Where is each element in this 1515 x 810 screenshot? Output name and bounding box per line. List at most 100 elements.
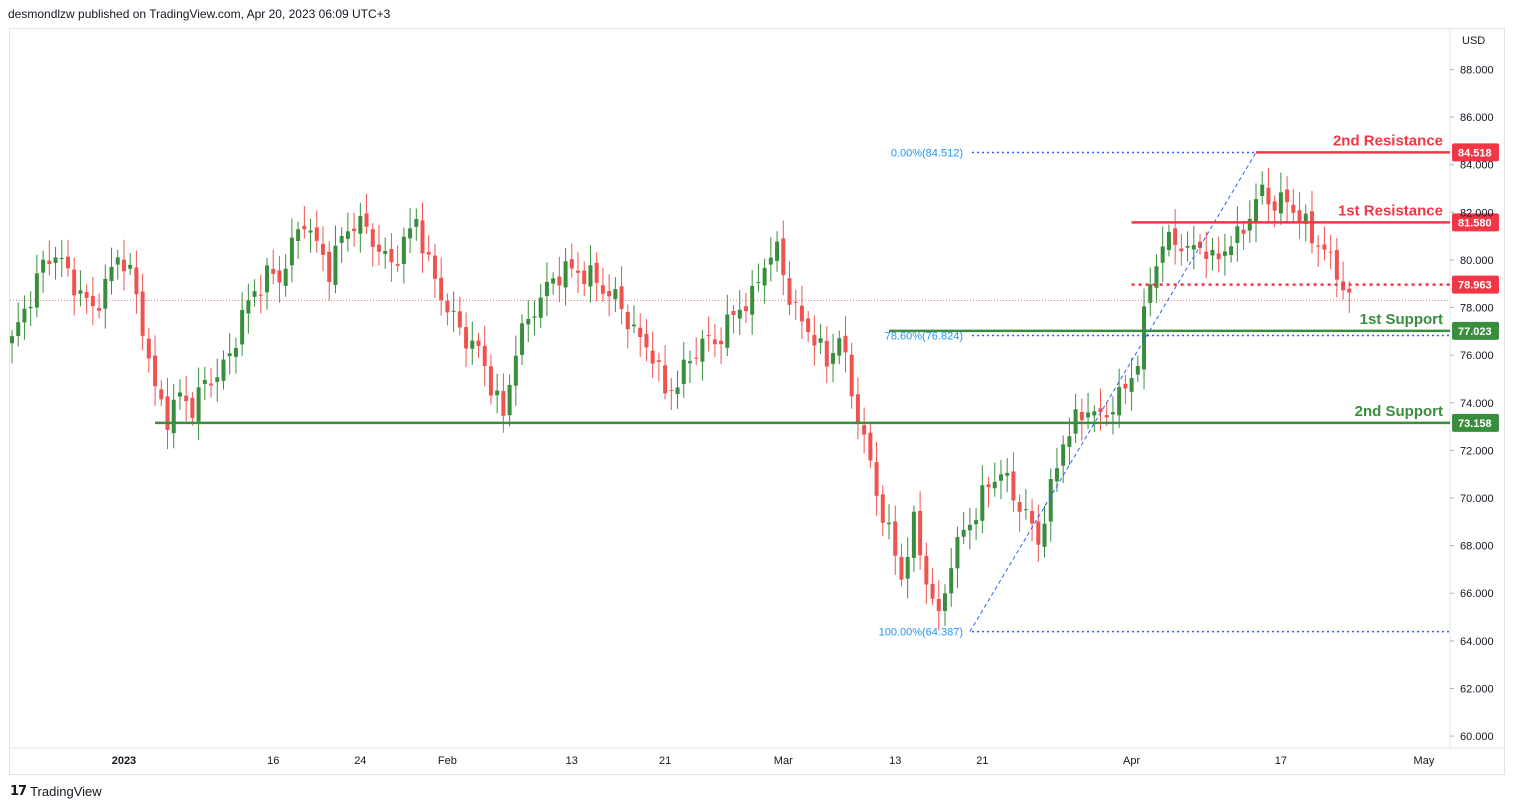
candle-body [1260,184,1265,197]
candle-body [1098,408,1103,413]
candle-body [681,359,686,385]
resistance-level-label: 2nd Resistance [1333,132,1443,149]
support-level-label: 2nd Support [1355,403,1443,420]
resistance-level-label: 1st Resistance [1338,202,1443,219]
candle-body [694,357,699,359]
price-badge-text: 81.580 [1458,217,1492,229]
candle-body [432,255,437,279]
candles [10,168,1352,631]
candle-body [1278,192,1283,214]
candle-body [526,318,531,325]
candle-body [265,265,270,293]
candle-body [339,236,344,243]
candle-body [538,297,543,318]
candle-body [109,266,114,282]
candle-body [1135,365,1140,375]
candle-body [619,286,624,309]
candle-body [818,338,823,343]
candle-body [240,309,245,345]
candle-body [1191,245,1196,250]
price-badge [1452,275,1499,294]
candle-body [513,355,518,386]
candle-body [1160,246,1165,263]
candle-body [41,259,46,273]
candle-body [190,397,195,418]
candle-body [121,259,126,272]
time-axis[interactable]: 2023 16 24 Feb 13 21 Mar 13 21 Apr 17 May [112,755,1435,767]
candle-body [376,244,381,252]
y-tick-label: 64.000 [1460,636,1494,648]
candle-body [358,215,363,234]
brand-name[interactable]: TradingView [30,784,102,799]
candle-body [153,355,158,387]
candle-body [482,345,487,367]
candle-body [215,377,220,382]
price-axis[interactable]: USD 88.000 86.000 84.000 82.000 80.000 78.000 7… [1450,35,1494,743]
candle-body [1005,472,1010,476]
candle-body [1036,521,1041,545]
candle-body [1123,383,1128,389]
x-tick-label: 2023 [112,755,136,767]
x-tick-label: Feb [438,755,457,767]
candle-body [1042,523,1047,547]
candle-body [1210,249,1215,256]
price-badge [1452,143,1499,162]
fib-level-label: 0.00%(84.512) [891,148,963,160]
y-tick-label: 70.000 [1460,493,1494,505]
levels: 0.00%(84.512) 78.60%(76.824) 100.00%(64.38… [10,132,1499,639]
candle-body [600,285,605,294]
candle-body [439,277,444,301]
candle-body [799,305,804,322]
x-tick-label: 24 [354,755,366,767]
candle-body [1216,253,1221,260]
candle-body [308,230,313,233]
candle-body [557,276,562,286]
candle-body [1341,281,1346,291]
candle-body [1017,502,1022,512]
candle-body [843,335,848,353]
candle-body [1297,210,1302,222]
candle-body [949,568,954,594]
candle-body [806,318,811,333]
candle-body [488,366,493,396]
candle-body [961,529,966,537]
candle-body [445,301,450,313]
candle-body [644,333,649,348]
candle-body [90,296,95,307]
candle-body [495,390,500,396]
candle-body [10,336,14,344]
candle-body [134,267,139,295]
candle-body [1166,231,1171,251]
candle-body [146,338,151,359]
candle-body [712,339,717,345]
x-tick-label: 21 [659,755,671,767]
candle-body [1303,213,1308,224]
candle-body [743,306,748,312]
candle-body [924,555,929,585]
tradingview-logo-icon[interactable]: 17 [10,784,27,799]
footer: 17 TradingView [10,784,102,799]
candle-body [321,244,325,255]
candle-body [943,593,947,611]
candle-body [930,584,935,599]
candle-body [967,524,972,531]
candle-body [345,231,350,239]
candle-body [675,387,680,395]
candle-body [725,314,730,348]
candle-body [1148,284,1153,303]
candle-body [177,392,182,397]
candle-body [227,353,232,357]
candle-body [233,347,238,357]
candle-body [582,270,587,285]
candle-body [246,300,251,314]
candle-body [893,521,898,556]
candle-body [731,310,736,316]
candle-body [296,229,301,241]
y-tick-label: 60.000 [1460,731,1494,743]
candle-body [22,308,27,323]
candle-body [1086,412,1091,418]
chart-frame [9,28,1505,775]
candle-body [59,258,64,260]
candle-body [831,353,836,364]
